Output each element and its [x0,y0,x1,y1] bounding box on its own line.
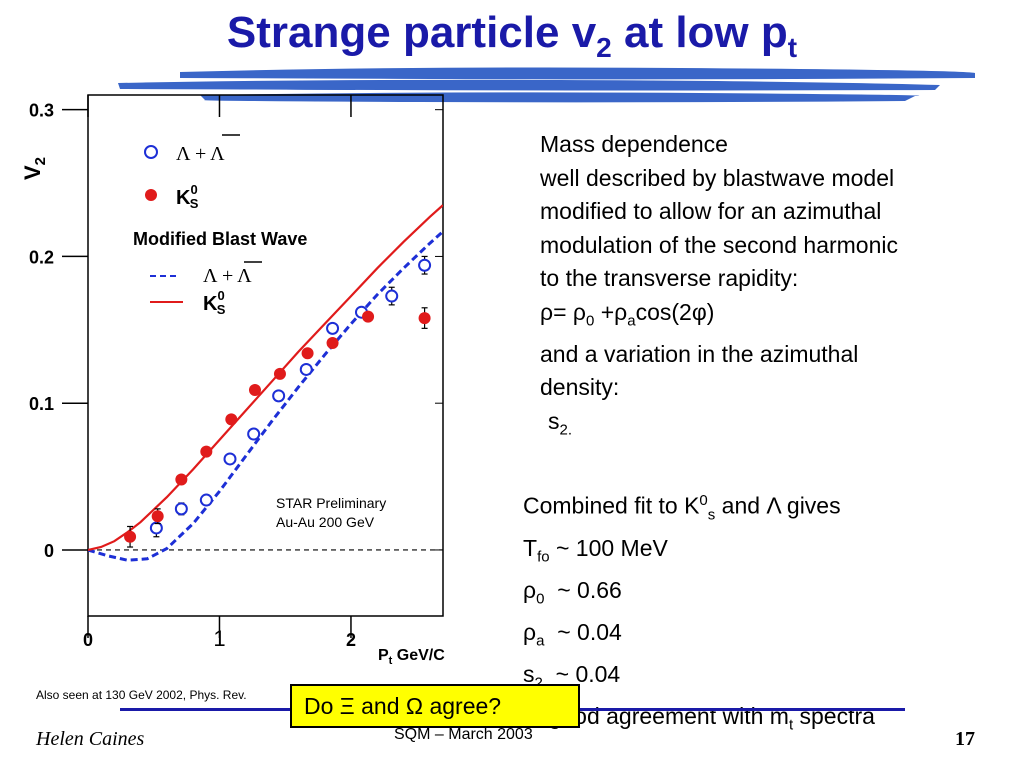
author-name: Helen Caines [36,728,145,750]
chart-annotation-line2: Au-Au 200 GeV [276,514,375,530]
footnote: Also seen at 130 GeV 2002, Phys. Rev. [36,688,247,702]
y-axis-label: V2 [20,157,49,180]
fit-line-s2: s2 ~ 0.04 [523,661,621,692]
fit-line-tfo: Tfo ~ 100 MeV [523,534,668,566]
lambda-data-point [272,389,286,403]
text-line: and a variation in the azimuthal [540,340,859,367]
y-tick-label: 0.2 [29,247,54,267]
conference-label: SQM – March 2003 [394,726,533,743]
s2-line: s2. [548,407,573,439]
kshort-data-point [273,367,286,380]
y-tick-label: 0.1 [29,394,54,414]
lambda-data-point [199,493,213,507]
text-line: to the transverse rapidity: [540,265,799,291]
fit-line-rho0: ρ0 ~ 0.66 [523,576,622,608]
legend-line-label-kshort: K0 S [203,288,226,317]
text-line: well described by blastwave model [540,164,895,191]
title-underline-decoration [118,67,975,103]
lambda-data-point [385,289,399,303]
lambda-data-point [149,521,163,535]
legend-line-label-lambda: Λ + Λ [203,265,252,287]
text-line: modulation of the second harmonic [540,231,898,258]
y-tick-label: 0.3 [29,101,54,121]
callout-question: Do Ξ and Ω agree? [290,684,580,728]
text-line: modified to allow for an azimuthal [540,198,882,224]
lambda-data-point [418,258,432,272]
kshort-data-point [418,312,431,325]
kshort-data-point [362,310,375,323]
kshort-data-point [200,445,213,458]
kshort-data-point [175,473,188,486]
kshort-data-point [124,530,137,543]
legend-marker-lambda [144,145,158,159]
fit-line-rhoa: ρa ~ 0.04 [523,618,622,650]
page-number: 17 [955,728,975,750]
rho-equation: ρ= ρ0 +ρacos(2φ) [540,298,715,330]
blast-wave-kshort-curve [88,204,443,552]
lambda-data-point [299,362,313,376]
kshort-data-point [151,510,164,523]
x-tick-label: 1 [213,626,225,651]
fit-line-1: Combined fit to K0s and Λ gives [523,492,841,524]
chart-annotation-line1: STAR Preliminary [276,495,386,511]
slide-title: Strange particle v2 at low pt [226,8,798,63]
kshort-data-point [248,383,261,396]
text-line: Mass dependence [540,131,728,157]
legend-label-lambda: Λ + Λ [176,143,225,165]
y-tick-label: 0 [44,541,54,561]
text-block-combined-fit: Combined fit to K0s and Λ gives Tfo ~ 10… [523,484,875,742]
x-tick-label: 2 [346,630,356,650]
plot-frame [87,94,444,617]
legend-marker-kshort [145,189,157,201]
text-block-mass-dependence: Mass dependence well described by blastw… [540,128,898,447]
kshort-data-point [301,347,314,360]
lambda-data-point [326,321,340,335]
kshort-data-point [326,337,339,350]
x-tick-label: 0 [83,630,93,650]
lambda-data-point [174,502,188,516]
kshort-data-point [225,413,238,426]
blast-wave-lambda-curve [88,230,443,562]
lambda-data-point [247,427,261,441]
legend-label-kshort: K0 S [176,182,199,211]
text-line: density: [540,374,620,401]
x-axis-label: Pt GeV/C [378,647,445,667]
chart-legend: Λ + Λ K0 S Modified Blast Wave Λ + Λ K0 S [133,134,307,317]
legend-model-title: Modified Blast Wave [133,229,307,249]
lambda-data-point [223,452,237,466]
